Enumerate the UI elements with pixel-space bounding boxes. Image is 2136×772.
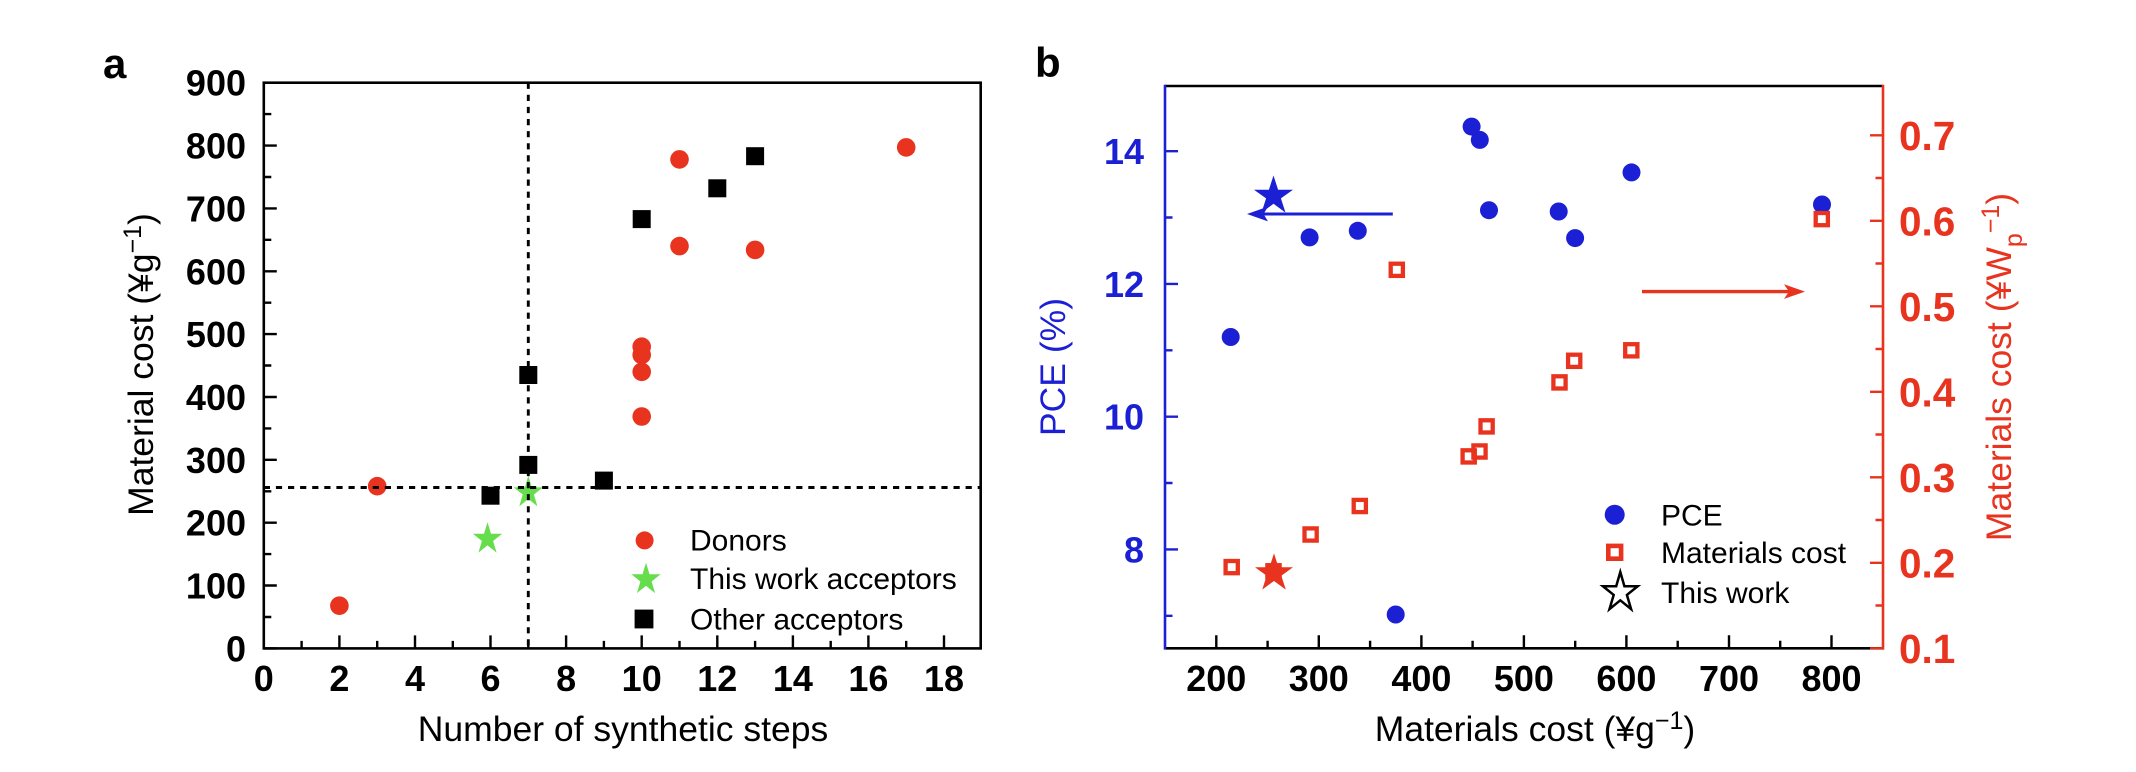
svg-text:0.7: 0.7 [1899, 113, 1955, 159]
svg-text:12: 12 [1104, 264, 1144, 305]
svg-text:0: 0 [254, 658, 274, 699]
svg-text:PCE: PCE [1661, 500, 1723, 533]
svg-text:6: 6 [480, 658, 500, 699]
svg-text:14: 14 [773, 658, 813, 699]
svg-text:10: 10 [1104, 397, 1144, 438]
svg-text:800: 800 [186, 126, 246, 167]
svg-text:900: 900 [186, 63, 246, 104]
svg-text:100: 100 [186, 566, 246, 607]
svg-text:200: 200 [186, 503, 246, 544]
svg-text:0: 0 [226, 628, 246, 669]
svg-text:600: 600 [186, 251, 246, 292]
svg-text:400: 400 [1391, 658, 1451, 699]
svg-text:Other acceptors: Other acceptors [690, 604, 903, 637]
svg-text:16: 16 [848, 658, 888, 699]
svg-text:300: 300 [1289, 658, 1349, 699]
svg-text:8: 8 [556, 658, 576, 699]
svg-text:700: 700 [1699, 658, 1759, 699]
svg-text:Number of synthetic steps: Number of synthetic steps [418, 709, 828, 749]
svg-text:0.4: 0.4 [1899, 369, 1956, 415]
svg-text:800: 800 [1801, 658, 1861, 699]
svg-text:2: 2 [329, 658, 349, 699]
svg-text:700: 700 [186, 188, 246, 229]
svg-text:12: 12 [697, 658, 737, 699]
svg-text:Materials cost (¥g−1): Materials cost (¥g−1) [1375, 707, 1696, 749]
svg-text:0.1: 0.1 [1899, 626, 1955, 672]
svg-text:This work: This work [1661, 577, 1790, 610]
svg-text:0.2: 0.2 [1899, 540, 1955, 586]
svg-text:14: 14 [1104, 131, 1144, 172]
svg-text:600: 600 [1596, 658, 1656, 699]
svg-text:Donors: Donors [690, 525, 787, 558]
svg-text:500: 500 [186, 314, 246, 355]
svg-text:300: 300 [186, 440, 246, 481]
svg-text:400: 400 [186, 377, 246, 418]
svg-text:18: 18 [924, 658, 964, 699]
svg-text:b: b [1035, 39, 1061, 86]
svg-text:This work acceptors: This work acceptors [690, 563, 957, 596]
svg-text:500: 500 [1494, 658, 1554, 699]
svg-text:PCE (%): PCE (%) [1033, 298, 1073, 436]
svg-text:4: 4 [405, 658, 425, 699]
svg-text:8: 8 [1124, 529, 1144, 570]
svg-text:Materials cost: Materials cost [1661, 537, 1847, 570]
svg-text:200: 200 [1186, 658, 1246, 699]
svg-text:Material cost (¥g−1): Material cost (¥g−1) [119, 213, 161, 516]
svg-text:10: 10 [622, 658, 662, 699]
svg-text:0.3: 0.3 [1899, 455, 1955, 501]
svg-text:a: a [103, 40, 127, 87]
svg-text:0.6: 0.6 [1899, 198, 1955, 244]
svg-text:0.5: 0.5 [1899, 284, 1955, 330]
